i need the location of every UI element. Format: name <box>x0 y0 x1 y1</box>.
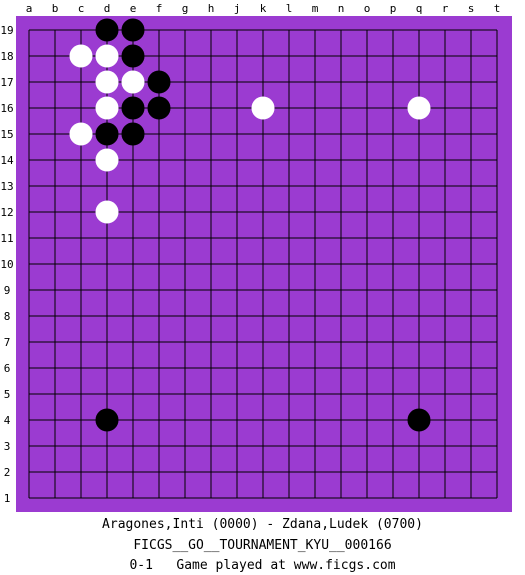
row-label: 15 <box>0 128 13 141</box>
column-label: f <box>156 2 163 15</box>
black-stone <box>121 18 145 42</box>
column-label: l <box>286 2 293 15</box>
black-stone <box>407 408 431 432</box>
stones <box>69 18 431 432</box>
black-stone <box>147 96 171 120</box>
row-label: 2 <box>4 466 11 479</box>
black-stone <box>121 122 145 146</box>
row-label: 14 <box>0 154 14 167</box>
row-label: 8 <box>4 310 11 323</box>
white-stone <box>121 70 145 94</box>
column-label: g <box>182 2 189 15</box>
column-label: d <box>104 2 111 15</box>
row-label: 1 <box>4 492 11 505</box>
white-stone <box>95 44 119 68</box>
column-label: r <box>442 2 449 15</box>
row-label: 17 <box>0 76 13 89</box>
tournament-line: FICGS__GO__TOURNAMENT_KYU__000166 <box>133 538 392 553</box>
row-label: 13 <box>0 180 13 193</box>
white-stone <box>95 148 119 172</box>
column-label: q <box>416 2 423 15</box>
column-label: j <box>234 2 241 15</box>
white-stone <box>95 96 119 120</box>
black-stone <box>121 44 145 68</box>
row-label: 18 <box>0 50 13 63</box>
white-stone <box>407 96 431 120</box>
row-labels: 19 18 17 16 15 14 13 12 11 10 9 8 7 6 5 4 3 2 1 <box>0 24 14 505</box>
column-label: b <box>52 2 59 15</box>
row-label: 19 <box>0 24 13 37</box>
players-line: Aragones,Inti (0000) - Zdana,Ludek (0700… <box>102 517 423 532</box>
row-label: 7 <box>4 336 11 349</box>
row-label: 12 <box>0 206 13 219</box>
column-label: h <box>208 2 215 15</box>
row-label: 5 <box>4 388 11 401</box>
white-stone <box>69 44 93 68</box>
row-label: 3 <box>4 440 11 453</box>
white-stone <box>69 122 93 146</box>
column-label: a <box>26 2 33 15</box>
row-label: 16 <box>0 102 13 115</box>
black-stone <box>121 96 145 120</box>
black-stone <box>147 70 171 94</box>
row-label: 4 <box>4 414 11 427</box>
row-label: 10 <box>0 258 13 271</box>
white-stone <box>95 200 119 224</box>
column-label: m <box>312 2 319 15</box>
black-stone <box>95 18 119 42</box>
row-label: 6 <box>4 362 11 375</box>
white-stone <box>95 70 119 94</box>
row-label: 11 <box>0 232 13 245</box>
column-label: p <box>390 2 397 15</box>
column-label: n <box>338 2 345 15</box>
white-stone <box>251 96 275 120</box>
black-stone <box>95 122 119 146</box>
column-label: e <box>130 2 137 15</box>
column-label: o <box>364 2 371 15</box>
column-label: s <box>468 2 475 15</box>
result-line: 0-1 Game played at www.ficgs.com <box>129 558 396 573</box>
column-label: k <box>260 2 267 15</box>
column-label: t <box>494 2 501 15</box>
row-label: 9 <box>4 284 11 297</box>
column-label: c <box>78 2 85 15</box>
black-stone <box>95 408 119 432</box>
